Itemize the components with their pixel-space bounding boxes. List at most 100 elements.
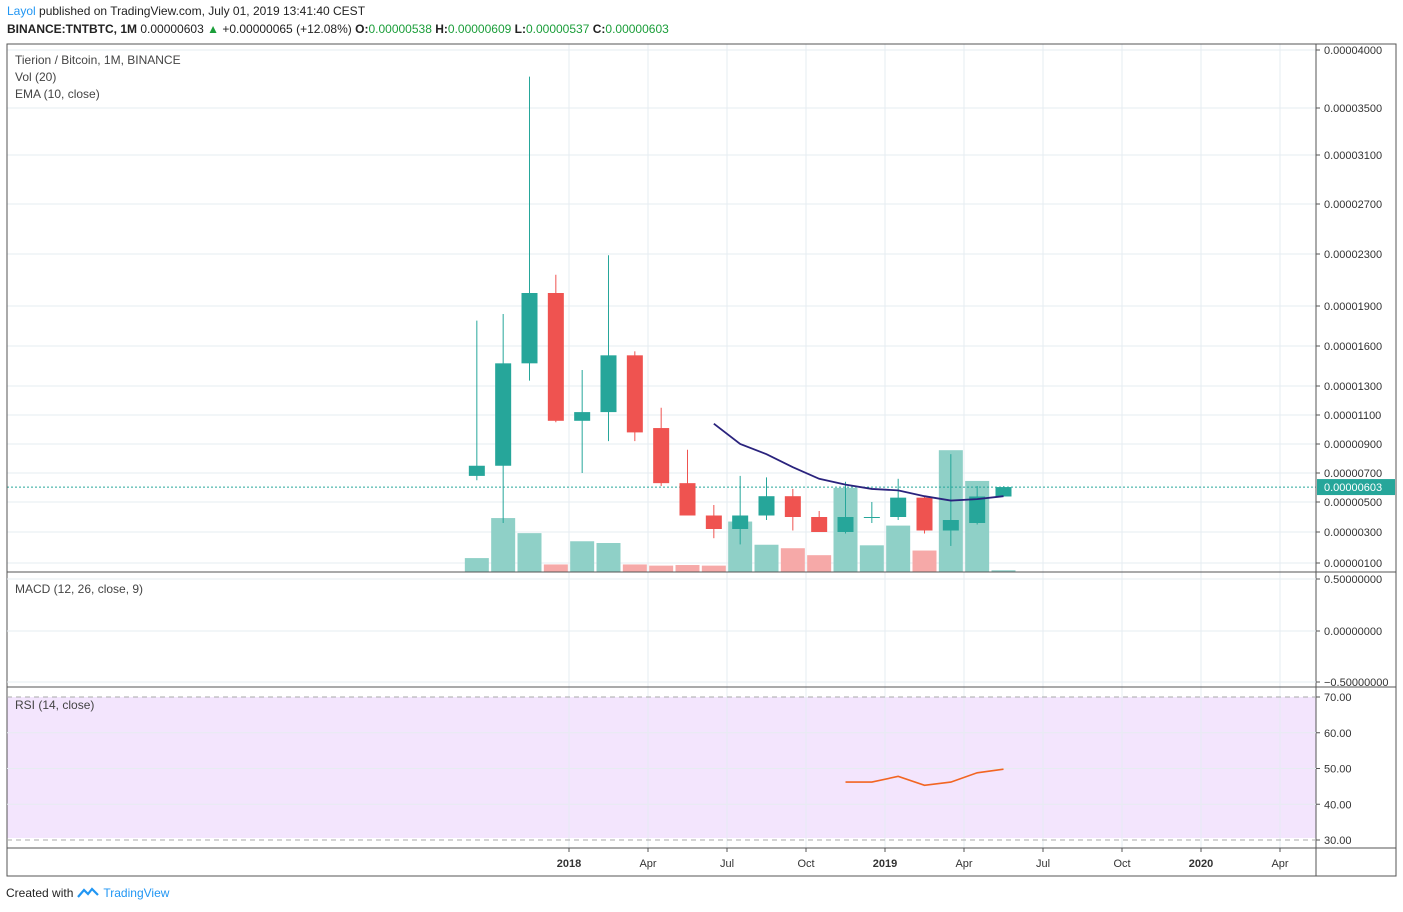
- volume-bar: [886, 525, 911, 572]
- macd-tick-label: 0.50000000: [1324, 574, 1382, 586]
- open-label: O:: [355, 22, 369, 36]
- candle-body: [600, 355, 617, 413]
- price-change: +0.00000065 (+12.08%): [222, 22, 352, 36]
- candle-body: [837, 517, 854, 532]
- candle-body: [890, 497, 907, 517]
- rsi-legend: RSI (14, close): [15, 698, 95, 712]
- published-text: published on TradingView.com, July 01, 2…: [39, 4, 366, 18]
- time-tick-label: Oct: [1113, 858, 1130, 870]
- candle-body: [995, 487, 1012, 497]
- candle-body: [784, 496, 801, 517]
- volume-bar: [543, 564, 568, 572]
- volume-bar: [570, 541, 595, 572]
- candle-body: [969, 496, 986, 523]
- close-value: 0.00000603: [605, 22, 669, 36]
- volume-bar: [754, 544, 779, 572]
- volume-bar: [517, 533, 542, 572]
- candle-body: [626, 355, 643, 433]
- volume-bar: [991, 570, 1016, 572]
- low-value: 0.00000537: [525, 22, 590, 36]
- publish-info: Layol published on TradingView.com, July…: [7, 4, 365, 18]
- price-tick-label: 0.00001100: [1324, 410, 1381, 422]
- time-tick-label: Jul: [1036, 858, 1050, 870]
- ema-line: [713, 422, 1004, 502]
- high-label: H:: [435, 22, 448, 36]
- time-tick-label: Apr: [1271, 858, 1288, 870]
- price-tick-label: 0.00000700: [1324, 468, 1382, 480]
- candle-body: [468, 465, 485, 476]
- volume-bar: [464, 558, 489, 572]
- volume-bar: [491, 518, 516, 572]
- rsi-tick-label: 30.00: [1324, 835, 1352, 847]
- volume-bar: [912, 550, 937, 572]
- tradingview-brand[interactable]: TradingView: [103, 886, 170, 900]
- tradingview-logo-icon: [77, 887, 100, 898]
- time-tick-label: Apr: [955, 858, 972, 870]
- candle-body: [916, 497, 933, 531]
- candle-body: [653, 428, 670, 484]
- candle-body: [732, 515, 749, 529]
- symbol-label: BINANCE:TNTBTC, 1M: [7, 22, 137, 36]
- time-tick-label: Jul: [720, 858, 734, 870]
- created-with-text: Created with: [6, 886, 74, 900]
- author-link[interactable]: Layol: [7, 4, 36, 18]
- open-value: 0.00000538: [368, 22, 432, 36]
- rsi-line: [845, 768, 1004, 787]
- candle-body: [942, 520, 959, 531]
- last-price-box: [1317, 479, 1395, 496]
- price-tick-label: 0.00000100: [1324, 558, 1382, 570]
- rsi-tick-label: 60.00: [1324, 728, 1352, 740]
- volume-bar: [622, 564, 647, 572]
- candle-body: [495, 363, 512, 466]
- price-tick-label: 0.00000300: [1324, 527, 1382, 539]
- last-price: 0.00000603: [140, 22, 204, 36]
- rsi-tick-label: 70.00: [1324, 692, 1352, 704]
- price-tick-label: 0.00001600: [1324, 341, 1382, 353]
- candle-body: [521, 293, 538, 364]
- price-tick-label: 0.00002700: [1324, 199, 1382, 211]
- candle-body: [679, 483, 696, 516]
- candle-body: [705, 515, 722, 529]
- macd-tick-label: 0.00000000: [1324, 626, 1382, 638]
- last-price-tag: 0.00000603: [1324, 482, 1382, 494]
- candle-body: [811, 517, 828, 532]
- low-label: L:: [514, 22, 526, 36]
- candle-body: [863, 517, 880, 518]
- up-triangle-icon: ▲: [207, 22, 219, 36]
- price-tick-label: 0.00001300: [1324, 381, 1382, 393]
- time-tick-label: 2018: [557, 858, 581, 870]
- price-tick-label: 0.00002300: [1324, 249, 1382, 261]
- price-tick-label: 0.00000500: [1324, 497, 1382, 509]
- candle-body: [758, 496, 775, 516]
- volume-bar: [701, 565, 726, 572]
- volume-bar: [807, 555, 832, 572]
- volume-bar: [649, 565, 674, 572]
- volume-bar: [859, 545, 884, 572]
- macd-legend: MACD (12, 26, close, 9): [15, 582, 144, 596]
- volume-bar: [675, 565, 700, 572]
- price-tick-label: 0.00003100: [1324, 150, 1382, 162]
- rsi-tick-label: 50.00: [1324, 764, 1352, 776]
- ema-legend: EMA (10, close): [15, 87, 100, 101]
- macd-tick-label: −0.50000000: [1324, 677, 1389, 689]
- candle-body: [547, 293, 564, 421]
- price-tick-label: 0.00001900: [1324, 301, 1382, 313]
- rsi-tick-label: 40.00: [1324, 799, 1352, 811]
- footer: Created with TradingView: [6, 886, 169, 900]
- high-value: 0.00000609: [447, 22, 512, 36]
- price-tick-label: 0.00004000: [1324, 45, 1382, 57]
- time-tick-label: 2019: [873, 858, 897, 870]
- rsi-band: [7, 697, 1316, 838]
- time-tick-label: Apr: [639, 858, 656, 870]
- volume-legend: Vol (20): [15, 70, 57, 84]
- volume-bar: [780, 548, 805, 572]
- time-tick-label: 2020: [1189, 858, 1213, 870]
- chart-frame: [6, 43, 1397, 877]
- candle-body: [574, 412, 591, 421]
- price-tick-label: 0.00000900: [1324, 439, 1382, 451]
- price-tick-label: 0.00003500: [1324, 103, 1382, 115]
- close-label: C:: [592, 22, 606, 36]
- chart-title: Tierion / Bitcoin, 1M, BINANCE: [15, 53, 181, 67]
- volume-bar: [596, 543, 621, 572]
